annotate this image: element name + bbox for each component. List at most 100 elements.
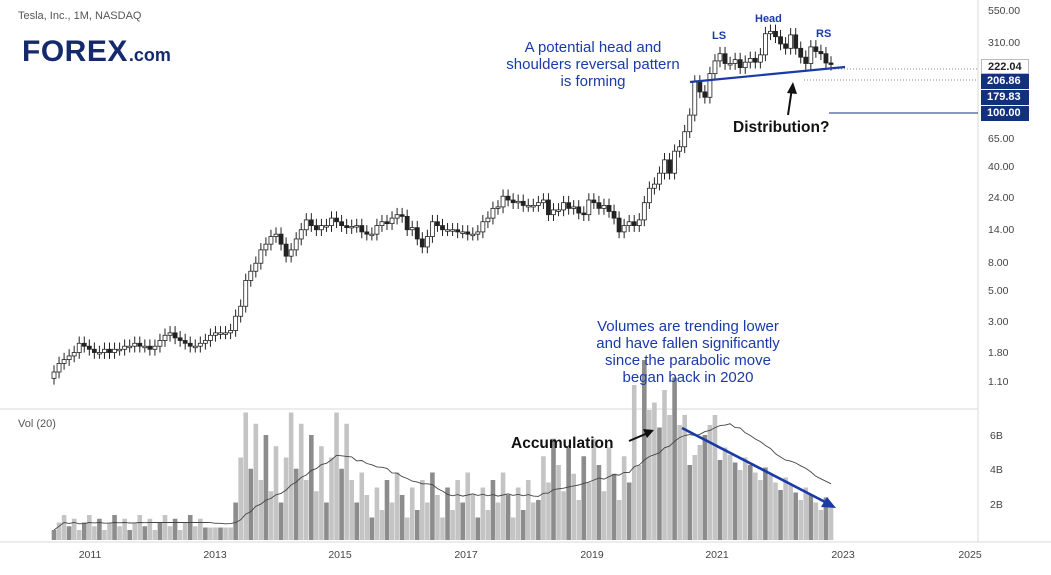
candle-body <box>641 202 647 221</box>
volume-bar <box>677 425 682 540</box>
logo-suffix: .com <box>128 45 171 65</box>
volume-bar <box>51 530 57 540</box>
distribution-arrow <box>787 82 797 116</box>
neckline <box>689 65 846 84</box>
candle-body <box>732 59 738 64</box>
volume-bar <box>440 517 445 540</box>
volume-bar <box>213 527 218 540</box>
candle-body <box>334 217 339 223</box>
candle-body <box>66 355 72 360</box>
candle-body <box>97 352 102 355</box>
volume-bar <box>399 495 405 540</box>
vol-tick-6b: 6B <box>990 430 1003 442</box>
volume-bar <box>742 457 748 540</box>
accumulation-label: Accumulation <box>511 435 614 452</box>
volume-bar <box>162 515 168 540</box>
candle-body <box>344 225 350 229</box>
candle-body <box>636 219 642 227</box>
candle-body <box>717 53 723 62</box>
candle-body <box>409 227 415 231</box>
candle-body <box>263 243 269 251</box>
volume-bar <box>823 497 829 540</box>
candle-body <box>243 280 249 307</box>
volumes-annotation: Volumes are trending lower and have fall… <box>578 318 798 386</box>
volume-bar <box>329 457 334 540</box>
y-tick-5: 5.00 <box>988 285 1009 297</box>
volume-bar <box>354 502 360 540</box>
y-tick-3: 3.00 <box>988 316 1009 328</box>
volume-bar <box>248 468 254 540</box>
volume-bar <box>500 472 506 540</box>
candle-body <box>339 221 344 227</box>
volume-bar <box>339 468 344 540</box>
volume-bar <box>319 446 324 540</box>
candle-body <box>258 249 264 264</box>
candle-body <box>742 61 748 69</box>
volume-bar <box>465 472 471 540</box>
volume-bar <box>127 530 132 540</box>
volume-bar <box>747 465 753 540</box>
volume-bar <box>541 456 546 540</box>
candle-body <box>697 81 703 93</box>
candle-body <box>419 238 425 248</box>
candle-body <box>763 33 768 56</box>
level-179-box: 179.83 <box>981 90 1029 105</box>
candle-body <box>127 345 133 349</box>
candle-body <box>525 205 531 208</box>
candle-body <box>137 342 143 347</box>
candle-body <box>510 199 516 204</box>
candle-body <box>495 206 501 209</box>
label-rs: RS <box>816 28 832 40</box>
candle-body <box>546 199 551 216</box>
volume-bar <box>112 515 117 540</box>
volume-bar <box>142 526 148 540</box>
candle-body <box>778 36 783 45</box>
candle-body <box>606 205 612 212</box>
candle-body <box>505 195 511 201</box>
candle-body <box>823 53 829 64</box>
candle-body <box>551 209 556 216</box>
candle-body <box>712 60 718 75</box>
volume-bar <box>334 412 339 540</box>
volume-bar <box>192 526 198 540</box>
volume-bar <box>642 360 647 540</box>
volume-bar <box>758 480 763 540</box>
candle-body <box>61 359 67 364</box>
volume-bar <box>303 480 309 540</box>
x-tick-2019: 2019 <box>580 549 604 561</box>
volume-bar <box>379 510 385 540</box>
candle-body <box>298 229 304 240</box>
candle-body <box>586 199 592 216</box>
volume-bar <box>223 527 228 540</box>
vol-tick-4b: 4B <box>990 464 1003 476</box>
volume-bar <box>687 465 693 540</box>
y-tick-310: 310.00 <box>988 37 1021 49</box>
volume-bar <box>490 480 496 540</box>
volumes-text-3: since the parabolic move <box>605 352 771 369</box>
volume-bar <box>828 505 834 540</box>
volume-bar <box>182 522 188 540</box>
candle-body <box>107 348 112 353</box>
candle-body <box>808 46 814 64</box>
candle-body <box>460 231 466 234</box>
volume-moving-average-line <box>53 423 832 531</box>
volume-bar <box>445 487 450 540</box>
candle-body <box>445 229 450 232</box>
candle-body <box>576 206 582 214</box>
candle-body <box>752 58 758 63</box>
candle-body <box>485 217 491 223</box>
volume-bar <box>692 455 698 540</box>
candle-body <box>364 231 370 235</box>
volume-bar <box>288 412 294 540</box>
volumes-text-1: Volumes are trending lower <box>597 318 779 335</box>
volume-bar <box>56 522 62 540</box>
volume-bar <box>157 522 163 540</box>
candle-body <box>142 345 148 349</box>
x-tick-2023: 2023 <box>831 549 855 561</box>
candle-body <box>435 221 440 227</box>
candle-body <box>303 219 309 231</box>
candle-body <box>500 195 506 208</box>
logo-main: FOREX <box>22 35 128 68</box>
candle-body <box>202 340 208 344</box>
candle-body <box>793 34 799 49</box>
